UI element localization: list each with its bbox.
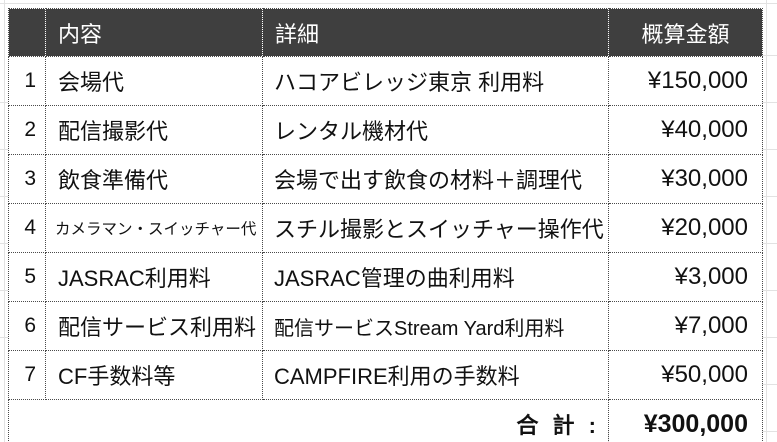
content-cell: JASRAC利用料 <box>45 252 263 302</box>
gridline <box>766 0 767 442</box>
gridline <box>4 0 5 442</box>
gridline <box>762 55 777 56</box>
table-row: 4 カメラマン・スイッチャー代 スチル撮影とスイッチャー操作代 ¥20,000 <box>8 203 763 253</box>
amount-cell: ¥7,000 <box>608 301 763 351</box>
gridline <box>0 290 8 291</box>
gridline <box>0 337 8 338</box>
gridline <box>762 243 777 244</box>
total-label: 合 計 : <box>8 399 609 442</box>
header-cell-content: 内容 <box>45 8 263 57</box>
gridline <box>0 102 8 103</box>
gridline <box>762 431 777 432</box>
amount-cell: ¥40,000 <box>608 105 763 155</box>
content-cell: CF手数料等 <box>45 350 263 400</box>
header-row: 内容 詳細 概算金額 <box>8 8 763 57</box>
content-cell: 配信サービス利用料 <box>45 301 263 351</box>
detail-cell: 会場で出す飲食の材料＋調理代 <box>262 154 609 204</box>
gridline <box>762 337 777 338</box>
content-cell: 飲食準備代 <box>45 154 263 204</box>
detail-cell: JASRAC管理の曲利用料 <box>262 252 609 302</box>
gridline <box>0 3 777 4</box>
detail-cell: CAMPFIRE利用の手数料 <box>262 350 609 400</box>
gridline <box>0 196 8 197</box>
row-number: 3 <box>8 154 46 204</box>
row-number: 1 <box>8 56 46 106</box>
content-cell: 会場代 <box>45 56 263 106</box>
gridline <box>0 243 8 244</box>
content-cell: カメラマン・スイッチャー代 <box>45 203 263 253</box>
budget-table: 内容 詳細 概算金額 1 会場代 ハコアビレッジ東京 利用料 ¥150,000 … <box>8 8 763 442</box>
row-number: 5 <box>8 252 46 302</box>
gridline <box>762 196 777 197</box>
gridline <box>762 102 777 103</box>
content-cell: 配信撮影代 <box>45 105 263 155</box>
amount-cell: ¥30,000 <box>608 154 763 204</box>
table-row: 2 配信撮影代 レンタル機材代 ¥40,000 <box>8 105 763 155</box>
header-cell-amount: 概算金額 <box>608 8 763 57</box>
header-cell-no <box>8 8 46 57</box>
detail-cell: ハコアビレッジ東京 利用料 <box>262 56 609 106</box>
row-number: 6 <box>8 301 46 351</box>
table-row: 6 配信サービス利用料 配信サービスStream Yard利用料 ¥7,000 <box>8 301 763 351</box>
amount-cell: ¥150,000 <box>608 56 763 106</box>
gridline <box>762 384 777 385</box>
row-number: 2 <box>8 105 46 155</box>
table-row: 1 会場代 ハコアビレッジ東京 利用料 ¥150,000 <box>8 56 763 106</box>
table-row: 5 JASRAC利用料 JASRAC管理の曲利用料 ¥3,000 <box>8 252 763 302</box>
detail-cell: レンタル機材代 <box>262 105 609 155</box>
row-number: 4 <box>8 203 46 253</box>
total-row: 合 計 : ¥300,000 <box>8 399 763 442</box>
detail-cell: 配信サービスStream Yard利用料 <box>262 301 609 351</box>
row-number: 7 <box>8 350 46 400</box>
table-row: 7 CF手数料等 CAMPFIRE利用の手数料 ¥50,000 <box>8 350 763 400</box>
amount-cell: ¥3,000 <box>608 252 763 302</box>
total-amount: ¥300,000 <box>608 399 763 442</box>
amount-cell: ¥50,000 <box>608 350 763 400</box>
detail-cell: スチル撮影とスイッチャー操作代 <box>262 203 609 253</box>
gridline <box>762 149 777 150</box>
gridline <box>0 149 8 150</box>
header-cell-detail: 詳細 <box>262 8 609 57</box>
gridline <box>762 290 777 291</box>
table-row: 3 飲食準備代 会場で出す飲食の材料＋調理代 ¥30,000 <box>8 154 763 204</box>
amount-cell: ¥20,000 <box>608 203 763 253</box>
